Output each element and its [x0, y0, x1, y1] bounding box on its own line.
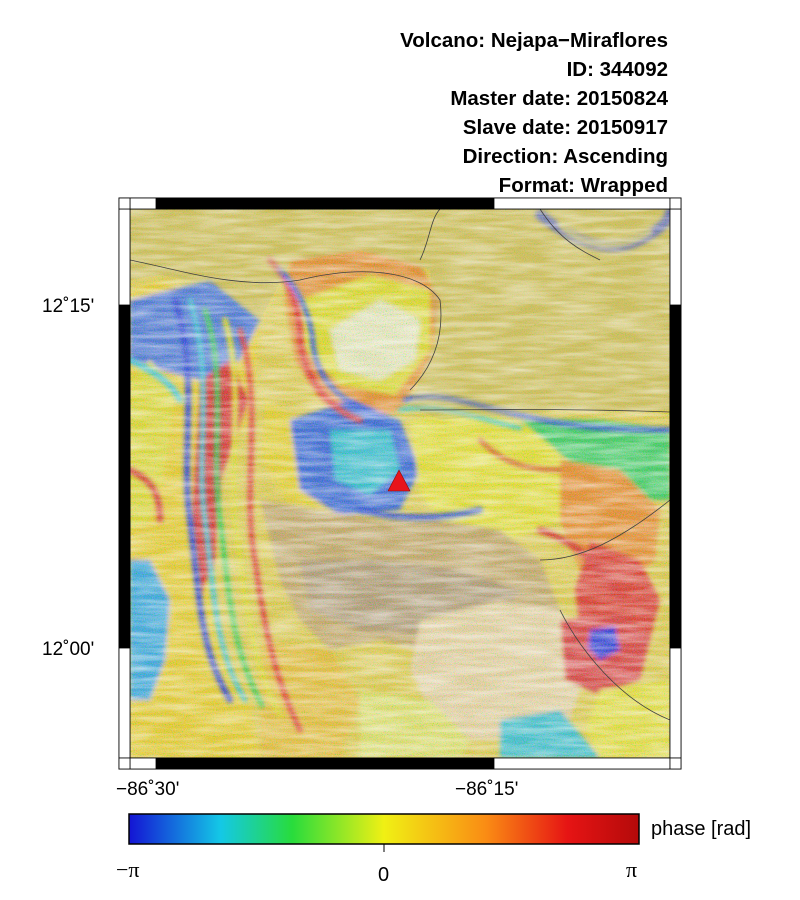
master-date: Master date: 20150824	[450, 87, 668, 110]
volcano-marker	[387, 469, 411, 492]
colorbar-min-label: −π	[116, 857, 140, 882]
volcano-id: ID: 344092	[566, 58, 668, 81]
colorbar	[128, 813, 640, 852]
colorbar-label: phase [rad]	[651, 818, 752, 840]
format: Format: Wrapped	[498, 174, 668, 197]
title-block: Volcano: Nejapa−Miraflores ID: 344092 Ma…	[248, 26, 668, 200]
colorbar-max-label: π	[626, 857, 638, 882]
lon-tick-label: −86˚30'	[116, 779, 180, 800]
phase-image	[130, 209, 670, 758]
lat-tick-label: 12˚15'	[42, 296, 95, 317]
lon-tick-label: −86˚15'	[455, 779, 519, 800]
lat-tick-label: 12˚00'	[42, 639, 95, 660]
slave-date: Slave date: 20150917	[462, 116, 668, 139]
direction: Direction: Ascending	[462, 145, 668, 168]
map-frame	[118, 197, 682, 770]
colorbar-mid-label: 0	[378, 864, 390, 886]
volcano-name: Volcano: Nejapa−Miraflores	[400, 29, 668, 52]
